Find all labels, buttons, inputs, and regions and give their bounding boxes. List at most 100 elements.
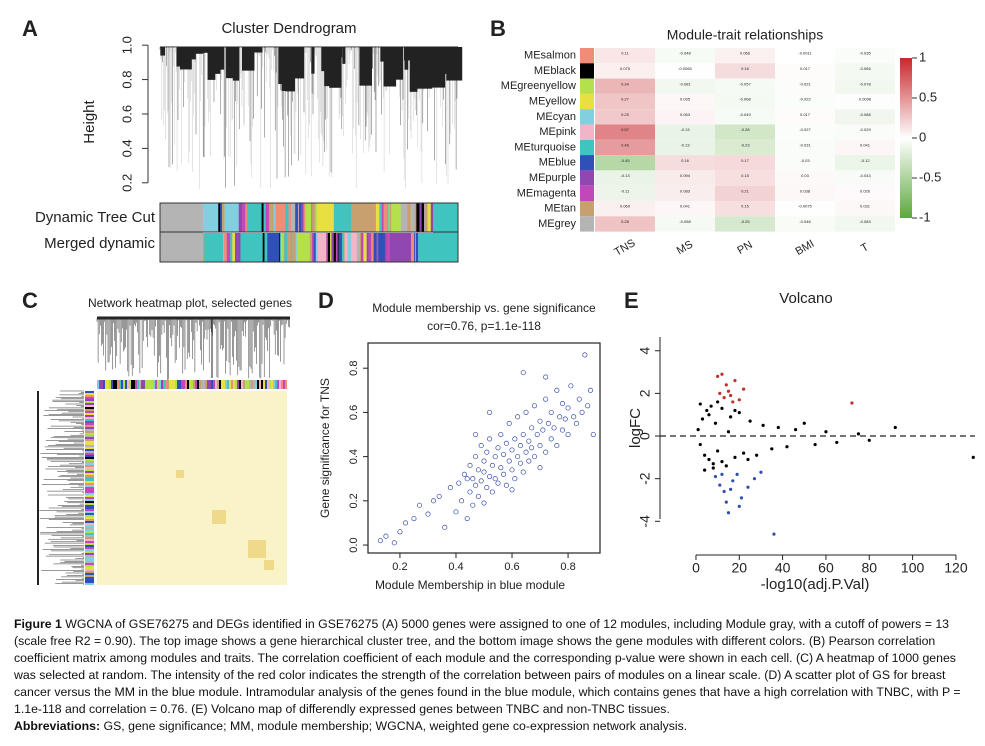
module-strip [165,380,167,389]
heatmap-cell [715,124,775,140]
axis-title: Module Membership in blue module [375,578,565,592]
module-strip [169,380,171,389]
module-strip [341,233,345,262]
module-strip [127,380,129,389]
heatmap-cell [595,185,655,201]
cell-value: 0.34 [621,81,630,86]
data-point [794,428,798,432]
module-color [580,185,594,201]
module-strip [376,203,380,232]
data-point [742,387,746,391]
data-point [475,467,481,473]
heatmap-cell [775,201,835,217]
data-point [431,498,437,504]
module-strip [85,533,94,535]
module-strip [187,380,189,389]
data-point [453,509,459,515]
data-point [746,457,750,462]
heatmap-cell [775,139,835,156]
module-strip [85,563,94,565]
data-point [735,472,739,477]
module-strip [85,523,94,525]
module-strip [199,380,201,389]
module-strip [85,485,94,487]
data-point [737,504,741,508]
module-strip [265,380,267,389]
data-point [573,420,580,427]
heatmap-cell [775,216,835,232]
cell-value: -0.049 [739,112,751,117]
data-point [733,455,737,459]
data-point [531,403,537,409]
heatmap-block [176,470,184,478]
heatmap-cell [835,155,895,171]
data-point [755,453,759,457]
data-point [478,478,484,484]
column-label: TNS [612,237,637,258]
data-point [529,425,535,431]
module-strip [296,233,311,262]
data-point [509,447,515,453]
data-point [748,419,752,423]
data-point [512,476,518,482]
module-strip [137,380,139,389]
data-point [709,404,713,408]
module-strip [229,380,231,389]
cell-value: -0.0069 [678,66,692,71]
data-point [509,487,515,493]
module-strip [376,233,379,262]
data-point [447,485,453,491]
module-strip [384,233,387,262]
cell-value: -0.03 [800,158,810,163]
module-strip [85,555,94,557]
dendrogram-cluster [278,47,288,85]
module-strip [371,233,374,262]
dendrogram-cluster [253,47,263,53]
data-point [579,409,585,415]
heatmap-cell [835,93,895,110]
data-point [737,410,741,415]
module-strip [224,203,239,232]
column-label: MS [675,239,695,258]
module-strip [279,233,281,262]
heatmap-cell [835,201,895,217]
data-point [402,520,409,526]
heatmap-cell [775,170,835,186]
cell-value: -0.081 [679,81,691,86]
module-strip [226,233,231,262]
module-strip [268,203,272,232]
module-strip [85,567,94,569]
caption-body: WGCNA of GSE76275 and DEGs identified in… [14,617,961,716]
module-strip [207,380,209,389]
y-tick-label: 4 [637,347,653,355]
heatmap-cell [655,155,715,171]
module-strip [85,503,94,505]
heatmap-cell [595,155,655,171]
module-strip [97,380,99,389]
panel-title: Network heatmap plot, selected genes [88,296,292,310]
data-point [411,515,417,522]
colorbar-tick-label: -0.5 [919,169,941,184]
heatmap-cell [775,109,835,125]
data-point [475,493,481,499]
plot-frame [367,342,601,554]
x-tick-label: 40 [775,560,791,576]
y-tick-label: 0.0 [348,537,360,552]
module-strip [259,380,261,389]
module-strip [85,433,94,435]
module-strip [171,380,173,389]
row-label: MEgrey [538,218,576,230]
cell-value: 0.11 [621,51,629,56]
dendrogram-cluster [389,47,404,80]
module-strip [85,479,94,481]
module-strip [243,380,245,389]
data-point [487,409,493,415]
module-strip [240,233,263,262]
module-strip [261,203,264,232]
module-strip [213,380,215,389]
module-strip [232,233,236,262]
module-strip [419,203,422,232]
heatmap-cell [655,185,715,201]
module-strip [85,483,94,485]
heatmap-cell [835,124,895,140]
